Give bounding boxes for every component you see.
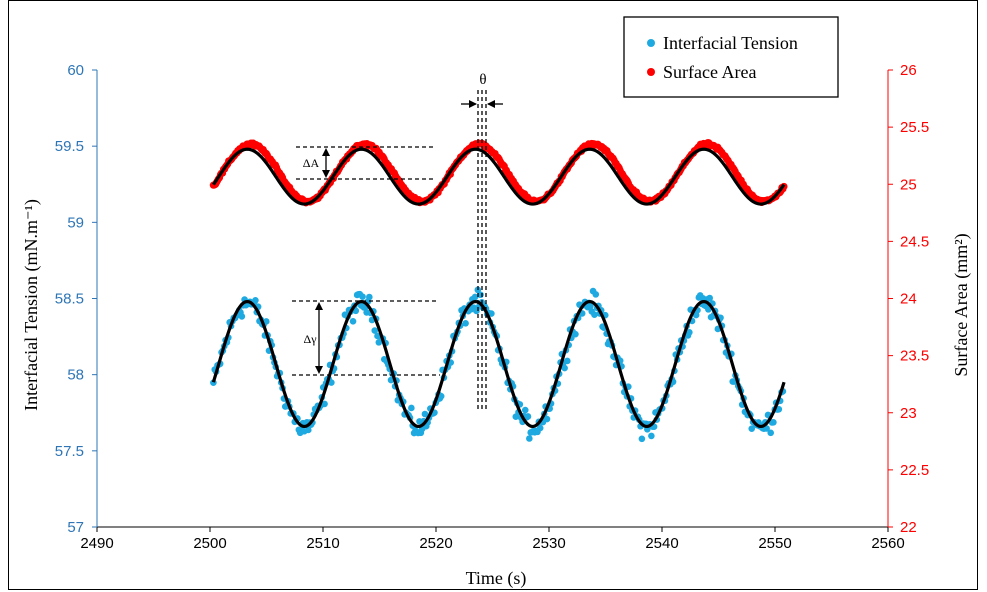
tension-point: [767, 429, 775, 437]
tension-point: [770, 418, 777, 426]
theta-label: θ: [479, 72, 486, 88]
tension-point: [462, 320, 469, 327]
y-left-tick-label: 59: [67, 214, 84, 231]
legend-label-tension: Interfacial Tension: [663, 33, 798, 53]
tension-point: [371, 327, 379, 334]
tension-point: [437, 392, 445, 400]
tension-point: [591, 311, 598, 318]
x-tick-label: 2500: [193, 535, 226, 552]
legend-marker-tension: [647, 39, 655, 47]
legend-marker-area: [647, 68, 655, 76]
tension-point: [543, 415, 551, 423]
tension-point: [587, 302, 594, 310]
y-left-tick-label: 58.5: [55, 291, 84, 308]
tension-point: [521, 406, 529, 414]
tension-point: [328, 379, 335, 386]
x-tick-label: 2540: [645, 535, 678, 552]
tension-point: [238, 313, 246, 320]
tension-point: [638, 435, 646, 443]
x-tick-label: 2560: [871, 535, 904, 552]
tension-point: [686, 329, 693, 336]
y-left-tick-label: 59.5: [55, 138, 84, 155]
delta-a-arrowhead-bottom: [322, 170, 330, 178]
tension-fit-line: [211, 299, 786, 429]
annotation-layer: [292, 90, 503, 411]
x-tick-label: 2520: [419, 535, 452, 552]
chart-frame: [8, 0, 978, 590]
y-right-tick-label: 23.5: [900, 348, 929, 365]
tension-point: [252, 297, 259, 304]
tension-point: [748, 425, 756, 432]
fit-layer: [211, 147, 786, 429]
tension-point: [572, 330, 579, 338]
y-right-tick-label: 23: [900, 405, 917, 422]
y-right-tick-label: 24: [900, 291, 917, 308]
delta-gamma-label: Δγ: [303, 332, 317, 346]
tension-point: [564, 357, 571, 365]
tension-point: [359, 293, 366, 301]
y-left-tick-label: 60: [67, 62, 84, 79]
y-left-tick-label: 57: [67, 519, 84, 536]
tension-point: [305, 426, 312, 434]
delta-gamma-arrowhead-top: [315, 302, 323, 310]
y-right-tick-label: 25.5: [900, 119, 929, 136]
y-right-axis-label: Surface Area (mm²): [951, 233, 972, 376]
delta-a-label: ΔA: [303, 156, 320, 170]
y-right-tick-label: 26: [900, 62, 917, 79]
tension-point: [775, 405, 783, 413]
tension-point: [408, 404, 415, 412]
tension-point: [561, 364, 568, 372]
legend: Interfacial Tension Surface Area: [623, 16, 839, 98]
tension-point: [366, 293, 373, 301]
x-tick-label: 2510: [306, 535, 339, 552]
delta-a-arrowhead-top: [322, 148, 330, 156]
delta-gamma-arrowhead-bottom: [315, 366, 323, 374]
y-right-tick-label: 24.5: [900, 233, 929, 250]
y-left-tick-label: 58: [67, 367, 84, 384]
y-left-tick-label: 57.5: [55, 443, 84, 460]
theta-arrowhead-left: [469, 100, 477, 108]
tension-point: [488, 310, 495, 317]
tension-point: [592, 291, 600, 298]
tension-point: [706, 294, 713, 302]
tension-point: [763, 425, 770, 432]
area-fit-line: [212, 147, 786, 206]
y-right-tick-label: 22: [900, 519, 917, 536]
tension-point: [262, 318, 270, 325]
tension-point: [536, 424, 544, 432]
x-tick-label: 2530: [532, 535, 565, 552]
tension-point: [526, 435, 533, 442]
x-tick-label: 2550: [758, 535, 791, 552]
theta-arrowhead-right: [487, 100, 495, 108]
tension-point: [524, 413, 532, 420]
marker-layer: [209, 139, 788, 443]
tension-point: [471, 293, 479, 301]
x-axis-label: Time (s): [466, 568, 527, 589]
x-tick-label: 2490: [80, 535, 113, 552]
tension-point: [321, 400, 328, 408]
legend-box: [623, 16, 839, 98]
tension-point: [648, 432, 655, 440]
y-right-tick-label: 25: [900, 176, 917, 193]
axes-layer: 2490 2500 2510 2520 2530 2540 2550 25605757.558…: [55, 62, 929, 552]
y-left-axis-label: Interfacial Tension (mN.m⁻¹): [21, 199, 42, 411]
tension-point: [349, 317, 357, 325]
legend-label-area: Surface Area: [663, 62, 756, 82]
y-right-tick-label: 22.5: [900, 462, 929, 479]
tension-point: [705, 306, 712, 313]
